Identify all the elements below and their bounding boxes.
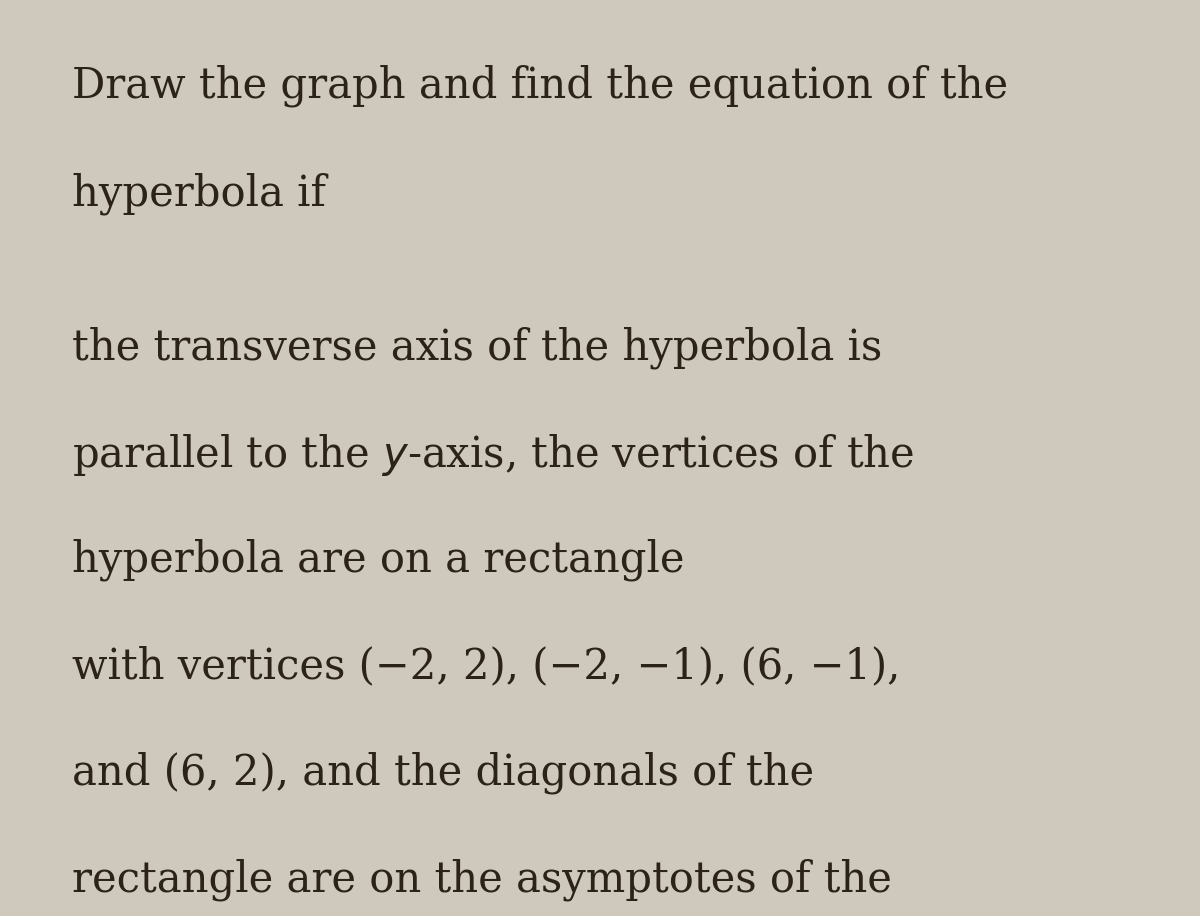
Text: rectangle are on the asymptotes of the: rectangle are on the asymptotes of the: [72, 858, 892, 900]
Text: and (6, 2), and the diagonals of the: and (6, 2), and the diagonals of the: [72, 752, 814, 794]
Text: with vertices (−2, 2), (−2, −1), (6, −1),: with vertices (−2, 2), (−2, −1), (6, −1)…: [72, 645, 900, 687]
Text: hyperbola if: hyperbola if: [72, 173, 326, 215]
Text: Draw the graph and find the equation of the: Draw the graph and find the equation of …: [72, 64, 1008, 106]
Text: hyperbola are on a rectangle: hyperbola are on a rectangle: [72, 539, 684, 582]
Text: parallel to the $y$-axis, the vertices of the: parallel to the $y$-axis, the vertices o…: [72, 432, 914, 478]
Text: the transverse axis of the hyperbola is: the transverse axis of the hyperbola is: [72, 326, 882, 368]
